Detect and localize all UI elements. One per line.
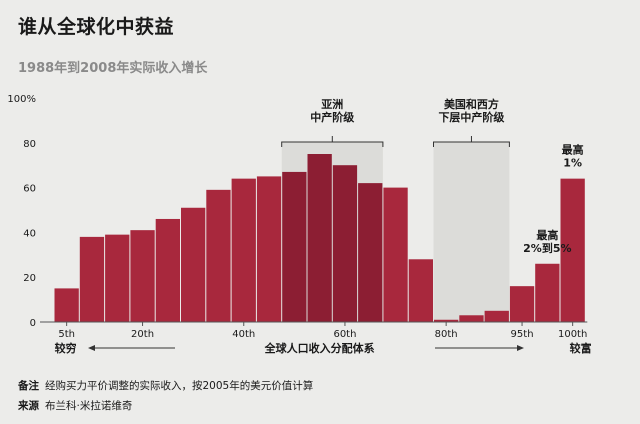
poorer-label: 较穷 bbox=[55, 341, 77, 355]
note-text: 经购买力平价调整的实际收入，按2005年的美元价值计算 bbox=[45, 380, 314, 392]
annotation-label: 1% bbox=[563, 157, 582, 170]
annotation-label: 2%到5% bbox=[523, 241, 571, 255]
y-tick-label: 20 bbox=[23, 273, 36, 284]
bar bbox=[105, 234, 130, 322]
bar bbox=[256, 176, 282, 322]
richer-arrow-head bbox=[517, 345, 524, 351]
x-tick-label: 20th bbox=[131, 329, 154, 340]
bar bbox=[560, 178, 585, 322]
y-tick-label: 100% bbox=[7, 94, 36, 105]
notes: 备注 经购买力平价调整的实际收入，按2005年的美元价值计算 来源 布兰科·米拉诺维… bbox=[18, 376, 313, 416]
bar bbox=[509, 286, 535, 322]
bar bbox=[130, 230, 155, 322]
x-tick-label: 5th bbox=[58, 329, 75, 340]
bar bbox=[307, 154, 332, 322]
note-label: 备注 bbox=[18, 380, 39, 392]
bar bbox=[358, 183, 383, 322]
bar bbox=[181, 207, 206, 322]
annotation-label: 亚洲 bbox=[321, 98, 343, 111]
x-tick-label: 95th bbox=[511, 329, 534, 340]
bar bbox=[459, 315, 484, 322]
bar bbox=[408, 259, 433, 322]
bar bbox=[282, 171, 307, 322]
source-text: 布兰科·米拉诺维奇 bbox=[45, 400, 133, 412]
bar bbox=[383, 187, 408, 322]
bar bbox=[535, 263, 560, 322]
x-tick-label: 40th bbox=[232, 329, 255, 340]
annotation-band bbox=[433, 142, 510, 322]
bar bbox=[332, 165, 358, 322]
bar bbox=[155, 218, 180, 322]
x-tick-label: 100th bbox=[558, 329, 587, 340]
bar bbox=[54, 288, 79, 322]
x-axis-label: 全球人口收入分配体系 bbox=[264, 341, 375, 355]
x-tick-label: 80th bbox=[435, 329, 458, 340]
chart-subtitle: 1988年到2008年实际收入增长 bbox=[18, 61, 208, 76]
y-tick-label: 0 bbox=[30, 318, 36, 329]
bar bbox=[79, 236, 105, 322]
source-label: 来源 bbox=[18, 400, 39, 412]
annotation-label: 最高 bbox=[562, 143, 584, 157]
annotation-label: 中产阶级 bbox=[310, 110, 355, 124]
bar bbox=[206, 189, 231, 322]
note-line: 备注 经购买力平价调整的实际收入，按2005年的美元价值计算 bbox=[18, 376, 313, 396]
richer-label: 较富 bbox=[570, 341, 592, 355]
bar bbox=[484, 310, 509, 322]
bar bbox=[231, 178, 256, 322]
chart-title: 谁从全球化中获益 bbox=[18, 16, 175, 38]
y-tick-label: 60 bbox=[23, 184, 36, 195]
bar bbox=[434, 319, 459, 322]
y-tick-label: 80 bbox=[23, 139, 36, 150]
annotation-label: 下层中产阶级 bbox=[438, 110, 505, 124]
annotation-label: 最高 bbox=[536, 228, 558, 242]
source-line: 来源 布兰科·米拉诺维奇 bbox=[18, 396, 313, 416]
y-tick-label: 40 bbox=[23, 228, 36, 239]
x-tick-label: 60th bbox=[333, 329, 356, 340]
poorer-arrow-head bbox=[88, 345, 95, 351]
annotation-label: 美国和西方 bbox=[444, 97, 499, 111]
